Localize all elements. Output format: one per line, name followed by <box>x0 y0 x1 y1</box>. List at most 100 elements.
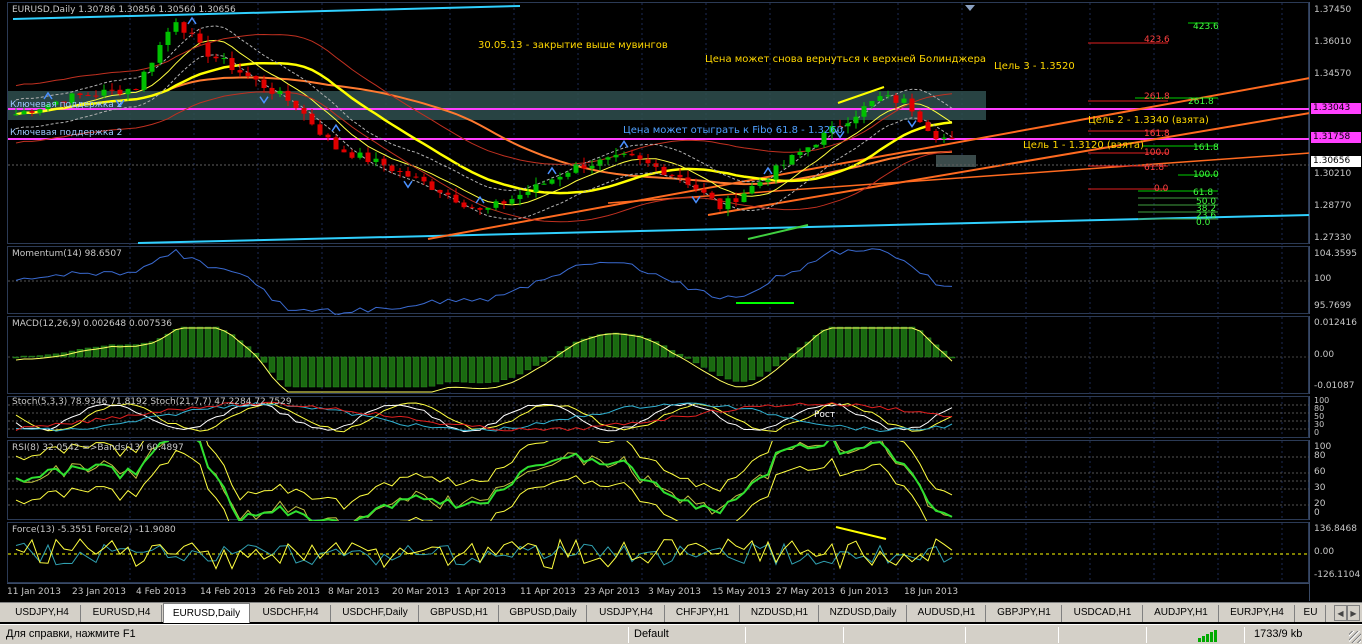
tab-eurusd-h4[interactable]: EURUSD,H4 <box>82 605 162 622</box>
chart-scroll-marker[interactable] <box>965 5 975 11</box>
candle-body <box>37 109 43 113</box>
candle-body <box>373 158 379 163</box>
macd-histogram-bar <box>12 356 20 359</box>
rsi-tick: 20 <box>1314 499 1326 509</box>
candle-body <box>501 201 507 204</box>
force-canvas[interactable] <box>8 523 1310 584</box>
macd-histogram-bar <box>868 326 876 358</box>
candle-body <box>821 132 827 145</box>
force-2-line <box>15 538 953 570</box>
tab-audjpy-h1[interactable]: AUDJPY,H1 <box>1144 605 1219 622</box>
tab-usdjpy-h4[interactable]: USDJPY,H4 <box>4 605 81 622</box>
rsi-pane[interactable]: RSI(8) 32.0542 =>Bands(13) 60.4897 <box>7 440 1310 521</box>
rsi-tick: 0 <box>1314 508 1320 518</box>
candle-body <box>509 199 515 204</box>
tab-usdjpy-h4-2[interactable]: USDJPY,H4 <box>588 605 665 622</box>
time-axis[interactable]: 11 Jan 2013 23 Jan 2013 4 Feb 2013 14 Fe… <box>7 583 1309 601</box>
target-1-label: Цель 1 - 1.3120 (взята) <box>1023 140 1144 151</box>
stoch-tick: 80 <box>1314 404 1325 413</box>
tab-usdchf-h4[interactable]: USDCHF,H4 <box>251 605 331 622</box>
candle-body <box>21 111 27 115</box>
connection-bars-icon[interactable] <box>1198 629 1222 642</box>
momentum-line <box>15 248 953 315</box>
candle-body <box>61 101 67 104</box>
candle-body <box>389 165 395 172</box>
stochastic-canvas[interactable] <box>8 397 1310 439</box>
macd-histogram-bar <box>820 329 828 358</box>
macd-histogram-bar <box>588 336 596 358</box>
tab-eurjpy-h4[interactable]: EURJPY,H4 <box>1220 605 1295 622</box>
macd-histogram-bar <box>732 356 740 382</box>
candle-body <box>189 32 195 34</box>
tab-scroll-left-icon[interactable]: ◀ <box>1334 605 1347 621</box>
macd-canvas[interactable] <box>8 317 1310 395</box>
candle-body <box>333 137 339 150</box>
candle-body <box>701 189 707 193</box>
status-separator <box>843 627 844 643</box>
tab-usdchf-daily[interactable]: USDCHF,Daily <box>332 605 419 622</box>
fractal-arrow-icon <box>763 166 773 175</box>
candle-body <box>133 89 139 91</box>
candle-body <box>837 125 843 127</box>
candle-body <box>493 201 499 208</box>
macd-histogram-bar <box>684 356 692 359</box>
rsi-label: RSI(8) 32.0542 =>Bands(13) 60.4897 <box>12 443 184 453</box>
tab-nzdusd-daily[interactable]: NZDUSD,Daily <box>820 605 907 622</box>
price-chart-pane[interactable]: 423.6 261.8 161.8 100.0 61.8 423.6 261.8 161.8 1… <box>7 2 1310 245</box>
macd-histogram-bar <box>876 326 884 358</box>
candle-body <box>805 147 811 152</box>
tab-nzdusd-h1[interactable]: NZDUSD,H1 <box>741 605 819 622</box>
candle-body <box>565 172 571 177</box>
tab-usdcad-h1[interactable]: USDCAD,H1 <box>1063 605 1143 622</box>
candle-body <box>109 89 115 91</box>
price-tick: 1.34570 <box>1314 69 1352 79</box>
fractal-arrow-icon <box>475 195 485 204</box>
tab-eurusd-daily[interactable]: EURUSD,Daily <box>163 603 250 623</box>
candle-body <box>917 111 923 123</box>
macd-histogram-bar <box>948 356 956 359</box>
momentum-pane[interactable]: Momentum(14) 98.6507 <box>7 246 1310 315</box>
rsi-axis: 100 80 60 30 20 0 <box>1309 440 1362 520</box>
tab-scroll-right-icon[interactable]: ▶ <box>1347 605 1360 621</box>
fibo-level-label: 161.8 <box>1144 129 1170 139</box>
candle-body <box>557 176 563 180</box>
fractal-arrow-icon <box>907 120 917 128</box>
macd-histogram-bar <box>620 333 628 358</box>
macd-histogram-bar <box>844 326 852 358</box>
level-box-b: 1.31758 <box>1311 132 1361 143</box>
momentum-axis: 104.3595 100 95.7699 <box>1309 246 1362 314</box>
stochastic-pane[interactable]: Stoch(5,3,3) 78.9346 71.8192 Stoch(21,7,… <box>7 396 1310 439</box>
candle-body <box>925 122 931 132</box>
price-tick: 1.28770 <box>1314 201 1352 211</box>
candle-body <box>469 207 475 209</box>
tab-eu-truncated[interactable]: EU <box>1296 605 1326 622</box>
tab-gbpusd-h1[interactable]: GBPUSD,H1 <box>420 605 499 622</box>
traffic-readout: 1733/9 kb <box>1254 628 1303 640</box>
force-pane[interactable]: Force(13) -5.3551 Force(2) -11.9080 <box>7 522 1310 584</box>
tab-audusd-h1[interactable]: AUDUSD,H1 <box>908 605 986 622</box>
momentum-tick: 95.7699 <box>1314 301 1352 311</box>
date-label: 4 Feb 2013 <box>136 587 187 597</box>
candle-body <box>421 176 427 182</box>
tab-gbpjpy-h1[interactable]: GBPJPY,H1 <box>987 605 1062 622</box>
macd-histogram-bar <box>156 338 164 358</box>
macd-histogram-bar <box>740 356 748 382</box>
macd-histogram-bar <box>140 342 148 358</box>
macd-tick: 0.00 <box>1314 350 1335 360</box>
tab-chfjpy-h1[interactable]: CHFJPY,H1 <box>666 605 740 622</box>
candle-body <box>765 179 771 183</box>
price-axis[interactable]: 1.37450 1.36010 1.34570 1.33043 1.31758 … <box>1309 2 1362 244</box>
macd-histogram-bar <box>284 356 292 387</box>
price-chart-canvas[interactable]: 423.6 261.8 161.8 100.0 61.8 423.6 261.8 161.8 1… <box>8 3 1310 245</box>
profile-name[interactable]: Default <box>634 628 669 640</box>
macd-pane[interactable]: MACD(12,26,9) 0.002648 0.007536 <box>7 316 1310 395</box>
macd-histogram-bar <box>916 330 924 358</box>
resize-grip-icon[interactable] <box>1349 631 1361 643</box>
momentum-canvas[interactable] <box>8 247 1310 315</box>
force-tick: -126.1104 <box>1314 570 1361 580</box>
candle-body <box>677 174 683 178</box>
fractal-arrow-icon <box>259 96 269 105</box>
tab-gbpusd-daily[interactable]: GBPUSD,Daily <box>500 605 587 622</box>
macd-histogram-bar <box>332 356 340 388</box>
rsi-canvas[interactable] <box>8 441 1310 521</box>
